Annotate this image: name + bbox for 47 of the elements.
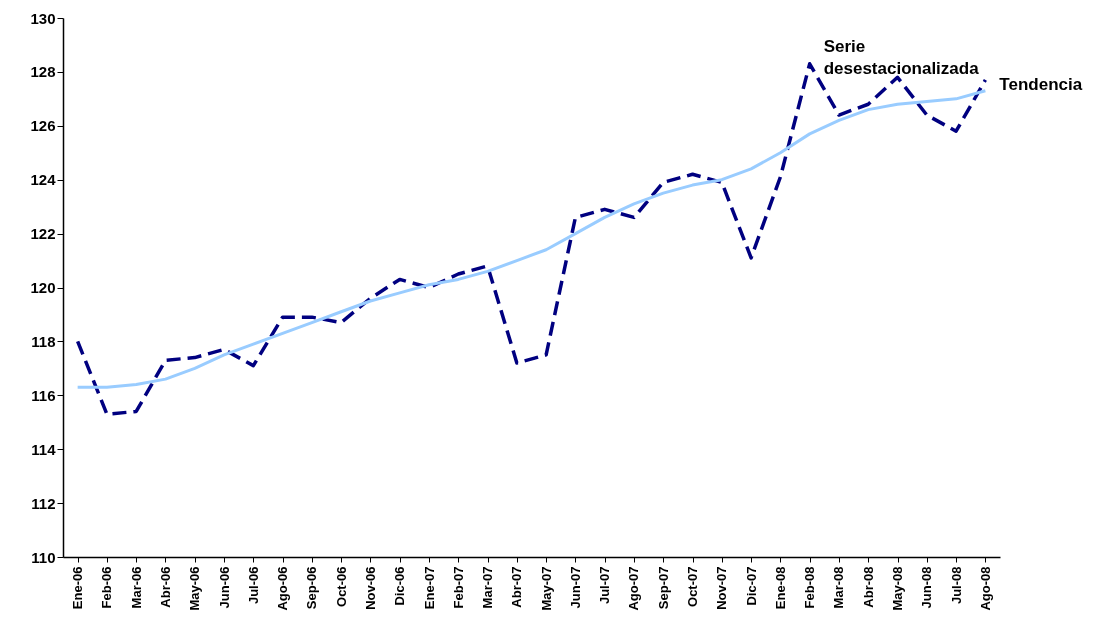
x-tick-label: Jun-08 <box>919 566 935 609</box>
x-tick-label: Nov-06 <box>362 566 378 610</box>
x-tick-label: Feb-08 <box>802 566 818 609</box>
series-label: Serie desestacionalizada <box>823 36 980 78</box>
x-tick-label: Jul-07 <box>597 566 613 605</box>
x-tick-label: Sep-07 <box>655 566 671 610</box>
x-tick-label: Oct-06 <box>333 566 349 607</box>
x-tick-label: May-07 <box>538 566 554 611</box>
x-tick-label: Ene-08 <box>772 566 788 610</box>
x-tick-label: Ago-06 <box>275 566 291 611</box>
x-tick-label: Dic-07 <box>743 566 759 606</box>
x-tick-label: May-06 <box>187 566 203 611</box>
x-tick-label: May-08 <box>890 566 906 611</box>
y-tick-label: 128 <box>30 63 56 81</box>
x-tick-label: Nov-07 <box>714 566 730 610</box>
line-series <box>76 89 987 389</box>
y-tick-label: 130 <box>30 9 56 27</box>
x-tick-label: Dic-06 <box>392 566 408 606</box>
x-tick-label: Abr-06 <box>157 566 173 608</box>
x-tick-label: Mar-08 <box>831 566 847 609</box>
x-tick-label: Ago-07 <box>626 566 642 611</box>
y-tick-label: 116 <box>31 386 56 404</box>
x-tick-label: Jun-07 <box>567 566 583 609</box>
x-tick-label: Jul-08 <box>948 566 964 605</box>
x-tick-label: Mar-06 <box>128 566 144 609</box>
x-tick-label: Jun-06 <box>216 566 232 609</box>
x-tick-label: Feb-07 <box>450 566 466 609</box>
series-label: Tendencia <box>999 74 1083 94</box>
y-tick-label: 110 <box>31 548 56 566</box>
y-tick-label: 118 <box>31 332 56 350</box>
x-tick-label: Feb-06 <box>99 566 115 609</box>
line-series <box>75 62 988 416</box>
x-tick-label: Sep-06 <box>304 566 320 610</box>
y-tick-label: 124 <box>30 171 57 189</box>
x-tick-label: Jul-06 <box>245 566 261 605</box>
x-tick-label: Mar-07 <box>480 566 496 609</box>
x-tick-label: Ago-08 <box>977 566 993 611</box>
x-tick-label: Abr-07 <box>509 566 525 608</box>
x-tick-label: Ene-07 <box>421 566 437 610</box>
x-tick-label: Abr-08 <box>860 566 876 608</box>
y-tick-label: 112 <box>31 494 56 512</box>
y-tick-label: 126 <box>30 117 56 135</box>
x-tick-label: Ene-06 <box>70 566 86 610</box>
x-tick-label: Oct-07 <box>685 566 701 607</box>
y-tick-label: 122 <box>30 225 56 243</box>
y-tick-label: 120 <box>30 279 56 296</box>
y-tick-label: 114 <box>31 440 57 458</box>
